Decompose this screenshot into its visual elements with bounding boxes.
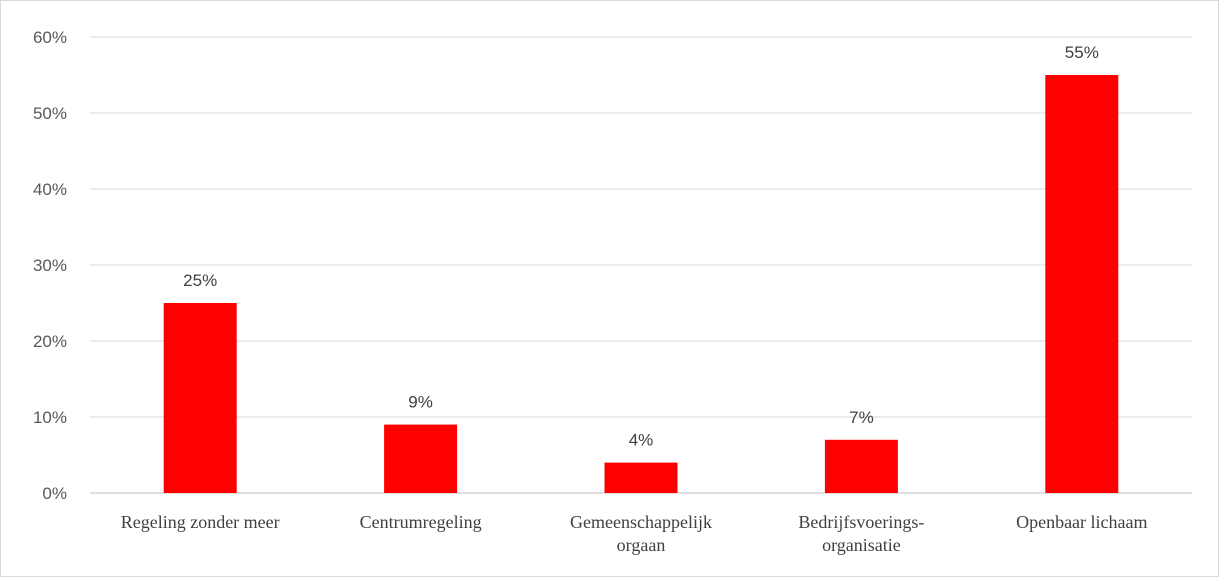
bar — [824, 439, 898, 493]
bar — [163, 303, 237, 493]
y-tick-label: 20% — [33, 332, 67, 351]
data-label: 7% — [849, 408, 874, 427]
data-label: 9% — [408, 393, 433, 412]
y-tick-label: 40% — [33, 180, 67, 199]
y-tick-label: 60% — [33, 28, 67, 47]
x-tick-label: orgaan — [617, 535, 666, 555]
data-label: 4% — [629, 431, 654, 450]
data-label: 55% — [1065, 43, 1099, 62]
x-tick-label: Bedrijfsvoerings- — [798, 512, 924, 532]
y-tick-label: 30% — [33, 256, 67, 275]
data-label: 25% — [183, 271, 217, 290]
bar — [384, 424, 458, 493]
y-tick-label: 50% — [33, 104, 67, 123]
x-tick-label: organisatie — [822, 535, 901, 555]
x-tick-label: Centrumregeling — [360, 512, 482, 532]
y-tick-label: 0% — [42, 484, 67, 503]
x-tick-label: Openbaar lichaam — [1016, 512, 1147, 532]
y-tick-label: 10% — [33, 408, 67, 427]
x-tick-label: Regeling zonder meer — [121, 512, 280, 532]
bar — [604, 462, 678, 493]
x-tick-label: Gemeenschappelijk — [570, 512, 712, 532]
bar — [1045, 75, 1119, 493]
